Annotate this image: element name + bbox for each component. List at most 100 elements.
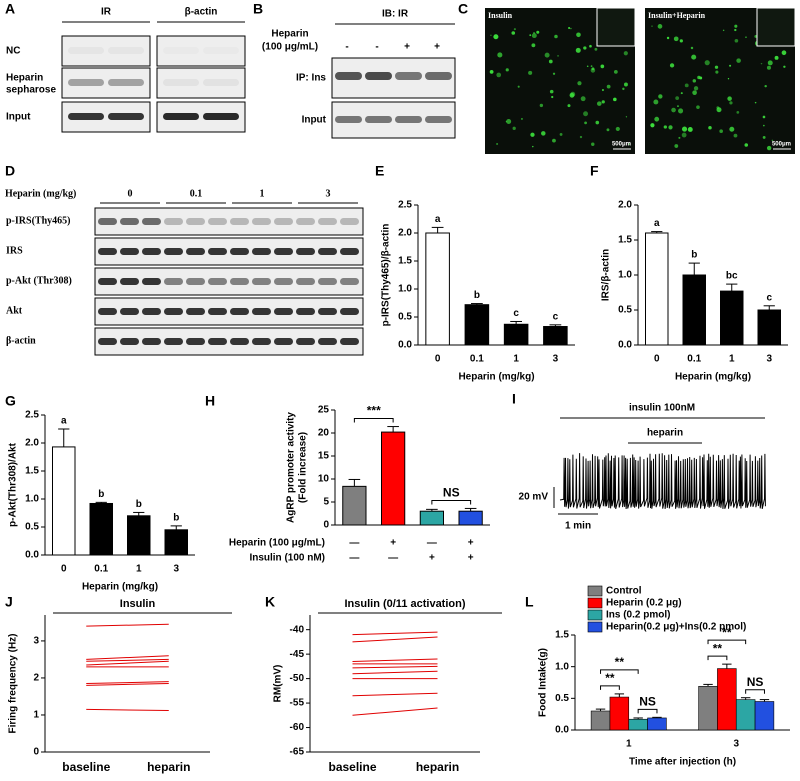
blot-band <box>208 338 227 345</box>
cell <box>745 36 747 39</box>
cell <box>601 89 604 92</box>
y-tick-label: 0.5 <box>398 312 412 323</box>
cell <box>691 54 697 60</box>
blot-band <box>163 47 199 54</box>
cell <box>653 99 659 105</box>
blot-band <box>98 278 117 285</box>
treatment-label: Heparin (mg/kg) <box>5 188 76 199</box>
cell <box>497 52 503 58</box>
blot-band <box>318 338 337 345</box>
column-header: IR <box>101 7 112 18</box>
x-tick-label: baseline <box>62 760 110 774</box>
blot-band <box>98 338 117 345</box>
row-label: sepharose <box>6 85 56 96</box>
x-tick-label: 0.1 <box>470 354 484 365</box>
y-tick-label: 0 <box>33 747 39 758</box>
bar <box>647 717 667 731</box>
y-axis-label: Food Intake(g) <box>538 648 549 717</box>
cell <box>496 72 502 78</box>
y-axis-label: p-Akt(Thr308)/Akt <box>8 442 19 527</box>
bar <box>754 701 775 731</box>
blot-band <box>142 338 161 345</box>
paired-line <box>86 660 169 666</box>
cell <box>714 65 719 69</box>
inset <box>756 7 796 47</box>
cell <box>692 79 697 83</box>
condition-sign: + <box>468 538 474 549</box>
significance-label: ** <box>713 641 723 655</box>
x-axis-label: Time after injection (h) <box>629 757 736 768</box>
condition-sign: — <box>349 538 359 549</box>
legend-label: Ins (0.2 pmol) <box>606 610 670 621</box>
bar <box>720 290 744 346</box>
paired-line <box>86 681 169 684</box>
x-tick-label: 0.1 <box>687 354 701 365</box>
cell <box>763 124 765 127</box>
cell <box>622 87 625 91</box>
cell <box>729 101 733 105</box>
blot-band <box>395 116 422 123</box>
cell <box>554 34 558 39</box>
row-label: IP: Ins <box>296 73 326 84</box>
panel-letter: E <box>375 163 384 179</box>
cell <box>762 115 766 119</box>
bar <box>52 446 76 556</box>
legend-swatch <box>587 609 603 621</box>
cell <box>733 133 738 138</box>
cell <box>517 85 520 88</box>
cell <box>505 68 509 72</box>
cell <box>719 129 723 133</box>
cell <box>771 139 774 142</box>
x-tick-label: 1 <box>136 564 142 575</box>
cell <box>673 36 679 42</box>
y-axis-label: (Fold increase) <box>298 432 309 503</box>
bar <box>628 718 648 731</box>
drug-label: heparin <box>647 428 683 439</box>
x-axis-label: Heparin (mg/kg) <box>458 372 534 383</box>
treatment-sign: + <box>404 42 410 53</box>
cell <box>764 84 767 88</box>
blot-band <box>252 308 271 315</box>
cell <box>692 90 697 95</box>
bar <box>458 510 483 526</box>
cell <box>570 27 572 30</box>
blot-band <box>98 308 117 315</box>
significance-label: NS <box>639 695 656 709</box>
blot-band <box>296 248 315 255</box>
cell <box>729 126 735 132</box>
blot-band <box>274 278 293 285</box>
panel-letter: J <box>5 594 13 610</box>
cell <box>697 75 701 80</box>
cell <box>615 126 620 132</box>
condition-sign: — <box>388 553 398 564</box>
y-tick-label: -55 <box>290 698 305 709</box>
y-tick-label: 25 <box>318 405 330 416</box>
x-tick-label: baseline <box>328 760 376 774</box>
paired-line <box>86 683 169 686</box>
panel-letter: A <box>5 1 15 17</box>
cell <box>551 95 554 99</box>
cell <box>762 135 766 139</box>
x-tick-label: 0 <box>654 354 660 365</box>
significance-letter: bc <box>726 271 738 282</box>
blot-band <box>164 218 183 225</box>
blot-band <box>208 308 227 315</box>
cell <box>666 36 670 40</box>
bar <box>464 304 490 346</box>
y-tick-label: 1.0 <box>618 270 632 281</box>
paired-line <box>352 692 438 697</box>
significance-letter: b <box>173 513 179 524</box>
y-tick-label: 1 <box>33 710 39 721</box>
bar <box>682 274 706 346</box>
significance-bracket <box>707 639 747 645</box>
x-tick-label: 0 <box>61 564 67 575</box>
y-tick-label: 2 <box>33 673 39 684</box>
cell <box>727 96 732 101</box>
cell <box>589 44 592 48</box>
cell <box>766 145 772 151</box>
significance-letter: a <box>654 218 660 229</box>
panel-letter: B <box>253 1 263 17</box>
cell <box>575 47 581 53</box>
cell <box>781 50 787 56</box>
scale-label: 20 mV <box>519 492 549 503</box>
